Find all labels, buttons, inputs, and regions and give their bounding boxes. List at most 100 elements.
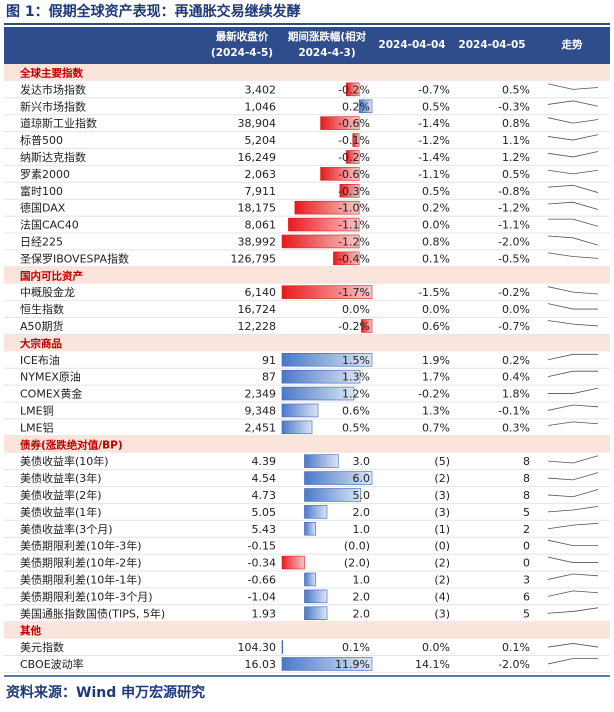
day-1: (3): [434, 506, 450, 519]
change-bar: [281, 369, 361, 384]
change: 2.0: [353, 506, 371, 519]
trend: [547, 235, 599, 246]
trend: [548, 387, 599, 394]
change: 2.0: [353, 590, 371, 603]
column-header: 走势: [561, 38, 583, 51]
row-name: 罗素2000: [20, 168, 70, 181]
change-bar: [281, 640, 284, 654]
day-1: -1.5%: [418, 286, 450, 299]
day-2: 2: [523, 523, 530, 536]
close: 91: [262, 354, 276, 367]
row-name: 美债收益率(10年): [20, 454, 109, 468]
day-2: 0.5%: [502, 83, 530, 96]
day-1: -1.4%: [418, 151, 450, 164]
change: 0.1%: [342, 641, 370, 654]
close: 1,046: [245, 100, 277, 113]
day-1: 1.7%: [422, 371, 450, 384]
close: 2,451: [245, 421, 277, 434]
trend: [547, 539, 598, 547]
day-1: 0.0%: [422, 303, 450, 316]
section-name: 全球主要指数: [19, 66, 83, 79]
change: 0.6%: [342, 404, 370, 417]
close: 7,911: [245, 185, 277, 198]
change: 6.0: [353, 472, 371, 485]
day-2: 1.1%: [502, 134, 530, 147]
day-2: 6: [523, 590, 530, 603]
change: -0.4%: [338, 252, 370, 265]
close: 16,249: [238, 151, 277, 164]
day-1: (2): [434, 472, 450, 485]
close: -1.04: [248, 590, 276, 603]
column-header: 2024-04-05: [458, 39, 525, 51]
day-1: (4): [434, 590, 450, 603]
section-band: [4, 266, 610, 284]
day-1: (3): [434, 489, 450, 502]
trend: [547, 201, 599, 210]
trend: [547, 100, 599, 107]
day-2: 0: [523, 557, 530, 570]
day-2: -0.3%: [498, 100, 530, 113]
trend: [547, 607, 599, 614]
column-header: 2024-4-3): [298, 47, 355, 59]
title: 图 1：假期全球资产表现：再通胀交易继续发酵: [6, 3, 301, 20]
day-2: -0.7%: [498, 320, 530, 333]
row-name: 美债期限利差(10年-2年): [20, 556, 142, 570]
change: 0.2%: [342, 100, 370, 113]
day-2: 1.2%: [502, 151, 530, 164]
change: 1.2%: [342, 388, 370, 401]
row-name: 美债期限利差(10年-3年): [20, 539, 142, 553]
close: 3,402: [245, 83, 277, 96]
trend: [547, 489, 599, 498]
change-bar: [304, 589, 328, 604]
day-1: (2): [434, 557, 450, 570]
trend: [547, 556, 598, 563]
change-bar: [304, 521, 317, 536]
close: 87: [262, 371, 276, 384]
day-2: 3: [523, 573, 530, 586]
close: 16.03: [245, 658, 277, 671]
change-bar: [281, 386, 355, 401]
trend: [547, 151, 599, 158]
close: 126,795: [231, 252, 277, 265]
change: -1.7%: [338, 286, 370, 299]
day-1: 0.1%: [422, 252, 450, 265]
source: 资料来源：Wind 申万宏源研究: [6, 684, 205, 701]
change-bar: [294, 200, 360, 215]
close: 4.39: [252, 455, 277, 468]
change: -0.2%: [338, 83, 370, 96]
change: -0.1%: [338, 134, 370, 147]
section-band: [4, 334, 610, 352]
day-1: 0.6%: [422, 320, 450, 333]
close: 5.43: [252, 523, 277, 536]
trend: [547, 522, 599, 530]
change-bar: [358, 99, 373, 114]
trend: [547, 286, 599, 295]
section-name: 债券(涨跌绝对值/BP): [20, 438, 123, 451]
day-2: 0.8%: [502, 117, 530, 130]
change: 0.5%: [342, 421, 370, 434]
section-band: [4, 621, 610, 639]
change: 2.0: [353, 607, 371, 620]
row-name: ICE布油: [20, 353, 60, 367]
close: 6,140: [245, 286, 277, 299]
change: -0.2%: [338, 151, 370, 164]
day-2: -0.2%: [498, 286, 530, 299]
trend: [547, 134, 599, 141]
trend: [547, 83, 599, 90]
close: 2,349: [245, 388, 277, 401]
change: 1.3%: [342, 371, 370, 384]
change-bar: [281, 403, 319, 418]
change: (2.0): [344, 557, 370, 570]
day-1: 0.2%: [422, 202, 450, 215]
column-header: 2024-04-04: [378, 39, 445, 51]
change-bar: [320, 116, 360, 130]
day-1: (2): [434, 573, 450, 586]
day-1: 1.3%: [422, 404, 450, 417]
trend: [547, 421, 599, 426]
close: 12,228: [238, 320, 277, 333]
close: 5.05: [252, 506, 277, 519]
change-bar: [352, 133, 360, 147]
row-name: 美债期限利差(10年-3个月): [20, 589, 153, 603]
row-name: 圣保罗IBOVESPA指数: [20, 251, 129, 265]
column-header: (2024-4-5): [211, 47, 273, 59]
